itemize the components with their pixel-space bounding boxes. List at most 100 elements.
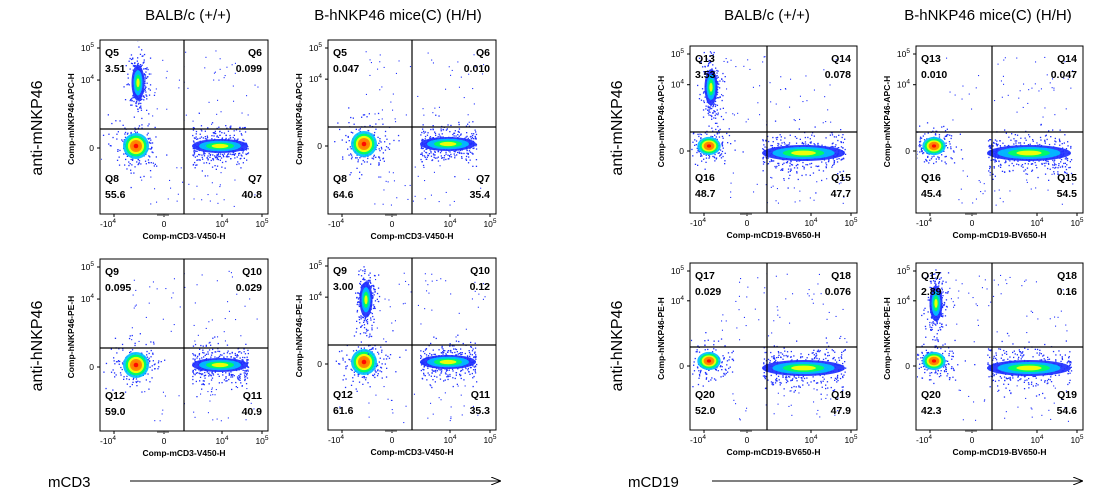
event-dot bbox=[367, 373, 369, 376]
event-dot bbox=[143, 74, 146, 76]
event-dot bbox=[422, 108, 424, 110]
event-dot bbox=[447, 374, 449, 376]
event-dot bbox=[996, 145, 998, 147]
event-dot bbox=[477, 414, 479, 416]
event-dot bbox=[130, 58, 133, 61]
event-dot bbox=[359, 171, 361, 173]
event-dot bbox=[150, 356, 152, 358]
event-dot bbox=[762, 170, 764, 172]
event-dot bbox=[208, 101, 210, 103]
event-dot bbox=[129, 351, 131, 354]
event-dot bbox=[715, 136, 717, 138]
event-dot bbox=[1057, 173, 1059, 175]
event-dot bbox=[350, 154, 353, 156]
event-dot bbox=[230, 272, 232, 274]
event-dot bbox=[338, 350, 341, 353]
density-contour bbox=[439, 359, 457, 365]
event-dot bbox=[363, 377, 365, 379]
event-dot bbox=[444, 350, 446, 352]
column-title: BALB/c (+/+) bbox=[724, 7, 810, 24]
event-dot bbox=[446, 369, 449, 371]
event-dot bbox=[794, 201, 796, 203]
event-dot bbox=[371, 294, 374, 297]
event-dot bbox=[449, 375, 451, 377]
event-dot bbox=[716, 138, 718, 141]
event-dot bbox=[818, 351, 820, 353]
event-dot bbox=[430, 152, 432, 154]
event-dot bbox=[446, 351, 449, 353]
event-dot bbox=[421, 147, 423, 150]
event-dot bbox=[193, 373, 195, 375]
event-dot bbox=[198, 353, 201, 355]
event-dot bbox=[213, 132, 216, 134]
event-dot bbox=[722, 314, 724, 316]
event-dot bbox=[777, 142, 779, 145]
event-dot bbox=[376, 363, 378, 365]
event-dot bbox=[215, 132, 217, 135]
quadrant-name: Q9 bbox=[105, 266, 119, 278]
event-dot bbox=[112, 369, 114, 371]
event-dot bbox=[440, 368, 442, 370]
event-dot bbox=[777, 403, 779, 405]
event-dot bbox=[425, 280, 427, 282]
event-dot bbox=[417, 95, 419, 97]
event-dot bbox=[375, 156, 377, 158]
event-dot bbox=[143, 82, 146, 85]
event-dot bbox=[339, 363, 341, 365]
event-dot bbox=[194, 302, 196, 304]
event-dot bbox=[448, 66, 450, 68]
event-dot bbox=[826, 318, 828, 320]
event-dot bbox=[992, 159, 994, 161]
event-dot bbox=[1026, 179, 1028, 181]
event-dot bbox=[427, 417, 429, 419]
event-dot bbox=[813, 293, 815, 295]
event-dot bbox=[208, 342, 210, 344]
event-dot bbox=[372, 296, 374, 298]
event-dot bbox=[788, 143, 790, 146]
event-dot bbox=[193, 150, 195, 152]
event-dot bbox=[833, 162, 835, 164]
event-dot bbox=[961, 158, 964, 160]
event-dot bbox=[237, 387, 239, 389]
event-dot bbox=[131, 164, 133, 166]
event-dot bbox=[193, 354, 195, 356]
event-dot bbox=[472, 147, 474, 150]
event-dot bbox=[423, 372, 425, 374]
event-dot bbox=[131, 349, 134, 351]
event-dot bbox=[210, 391, 213, 393]
row-title: anti-mNKP46 bbox=[29, 80, 46, 175]
event-dot bbox=[226, 127, 228, 129]
event-dot bbox=[223, 156, 225, 158]
event-dot bbox=[432, 62, 434, 64]
event-dot bbox=[785, 161, 788, 164]
event-dot bbox=[453, 200, 455, 202]
event-dot bbox=[1020, 144, 1022, 146]
event-dot bbox=[1031, 169, 1034, 171]
event-dot bbox=[402, 303, 404, 305]
event-dot bbox=[242, 150, 244, 152]
event-dot bbox=[424, 198, 426, 200]
event-dot bbox=[999, 166, 1002, 168]
event-dot bbox=[133, 65, 136, 68]
event-dot bbox=[360, 275, 363, 277]
event-dot bbox=[950, 135, 953, 137]
event-dot bbox=[350, 116, 352, 119]
event-dot bbox=[468, 125, 471, 127]
tick-label: 105 bbox=[897, 48, 910, 59]
event-dot bbox=[364, 272, 366, 275]
event-dot bbox=[426, 356, 428, 358]
event-dot bbox=[1051, 173, 1053, 175]
event-dot bbox=[386, 138, 388, 140]
event-dot bbox=[135, 381, 137, 383]
event-dot bbox=[225, 125, 227, 127]
event-dot bbox=[374, 376, 376, 379]
event-dot bbox=[815, 165, 817, 167]
event-dot bbox=[777, 392, 779, 394]
event-dot bbox=[218, 356, 220, 359]
event-dot bbox=[434, 131, 436, 133]
event-dot bbox=[692, 155, 694, 157]
event-dot bbox=[360, 286, 362, 288]
event-dot bbox=[140, 109, 143, 111]
event-dot bbox=[449, 373, 451, 376]
event-dot bbox=[459, 352, 461, 355]
